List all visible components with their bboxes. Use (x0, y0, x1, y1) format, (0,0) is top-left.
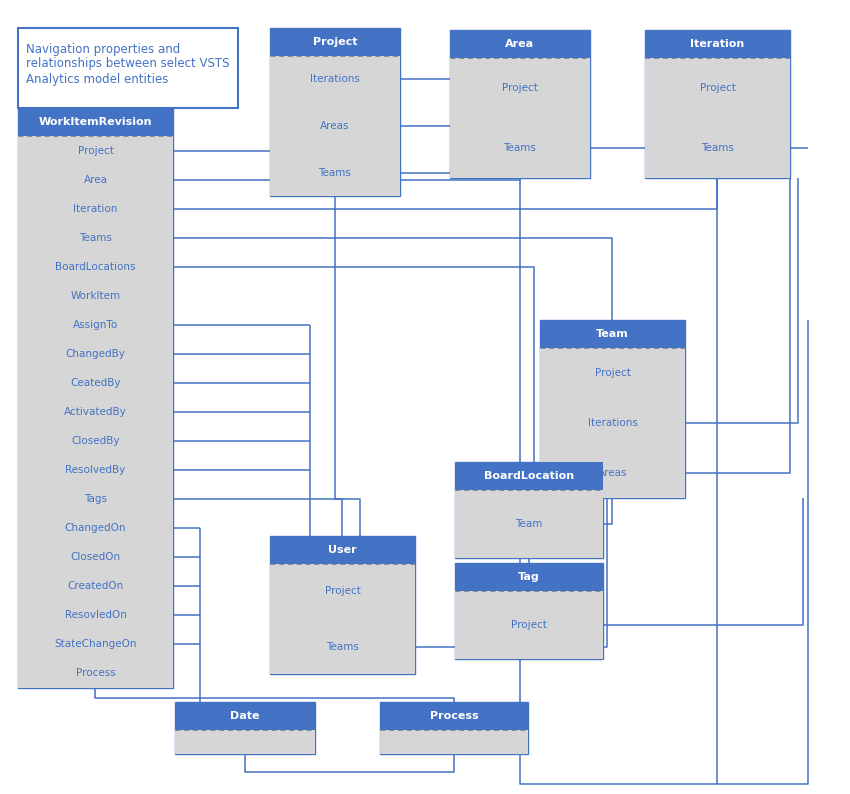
Text: Date: Date (230, 711, 260, 721)
Text: Teams: Teams (319, 168, 351, 178)
Bar (270, 536, 415, 674)
Text: ActivatedBy: ActivatedBy (64, 407, 127, 417)
Text: BoardLocation: BoardLocation (484, 471, 574, 481)
Bar (450, 30, 590, 58)
Bar (455, 563, 603, 659)
Text: ChangedBy: ChangedBy (65, 349, 126, 359)
Bar (645, 30, 790, 58)
Text: Project: Project (77, 145, 113, 156)
Bar (455, 563, 603, 591)
Text: Area: Area (506, 39, 535, 49)
Text: Teams: Teams (326, 642, 359, 652)
Text: Iterations: Iterations (587, 418, 638, 428)
Bar (645, 30, 790, 178)
Text: Tag: Tag (518, 572, 540, 582)
Bar (540, 348, 685, 498)
Bar (455, 490, 603, 558)
Bar (455, 462, 603, 490)
Text: Project: Project (325, 587, 360, 596)
Bar (270, 28, 400, 56)
Bar (455, 591, 603, 659)
Text: Project: Project (502, 83, 538, 93)
Text: Teams: Teams (701, 143, 734, 153)
Bar (270, 56, 400, 196)
Bar (450, 58, 590, 178)
Text: Iteration: Iteration (690, 39, 745, 49)
Bar (270, 564, 415, 674)
Bar (175, 702, 315, 730)
Text: Project: Project (700, 83, 735, 93)
Bar (540, 320, 685, 348)
Bar (380, 702, 528, 730)
Text: Team: Team (515, 519, 542, 529)
Text: Team: Team (596, 329, 629, 339)
Text: Area: Area (83, 175, 107, 184)
Text: CreatedOn: CreatedOn (67, 581, 123, 592)
Text: Project: Project (313, 37, 357, 47)
Text: ResolvedBy: ResolvedBy (65, 465, 126, 475)
Text: ClosedBy: ClosedBy (71, 436, 120, 446)
Text: Areas: Areas (598, 468, 627, 478)
Bar (645, 58, 790, 178)
Text: Teams: Teams (79, 233, 112, 243)
Text: StateChangeOn: StateChangeOn (54, 639, 137, 649)
Bar (18, 136, 173, 688)
Bar (450, 30, 590, 178)
Text: BoardLocations: BoardLocations (55, 262, 136, 272)
Text: Iterations: Iterations (310, 75, 360, 84)
Bar (18, 108, 173, 136)
Text: Teams: Teams (503, 143, 536, 153)
Text: Areas: Areas (320, 121, 349, 131)
Text: Process: Process (76, 669, 116, 679)
Bar (270, 536, 415, 564)
Bar (380, 730, 528, 754)
Text: CeatedBy: CeatedBy (71, 378, 121, 388)
Text: AssignTo: AssignTo (73, 320, 118, 330)
Text: WorkItem: WorkItem (71, 291, 121, 301)
Bar (18, 108, 173, 688)
Bar (455, 462, 603, 558)
Text: Project: Project (511, 620, 547, 630)
Bar (175, 730, 315, 754)
Text: User: User (328, 545, 357, 555)
Text: Project: Project (594, 368, 631, 378)
Text: ChangedOn: ChangedOn (65, 523, 127, 534)
Bar (18, 28, 238, 108)
Bar (540, 320, 685, 498)
Text: Iteration: Iteration (73, 203, 117, 214)
Bar (175, 702, 315, 754)
Bar (270, 28, 400, 196)
Text: Tags: Tags (84, 494, 107, 504)
Bar (380, 702, 528, 754)
Text: WorkItemRevision: WorkItemRevision (39, 117, 152, 127)
Text: ResovledOn: ResovledOn (65, 611, 127, 620)
Text: ClosedOn: ClosedOn (71, 553, 121, 562)
Text: Process: Process (430, 711, 479, 721)
Text: Navigation properties and
relationships between select VSTS
Analytics model enti: Navigation properties and relationships … (26, 43, 230, 86)
